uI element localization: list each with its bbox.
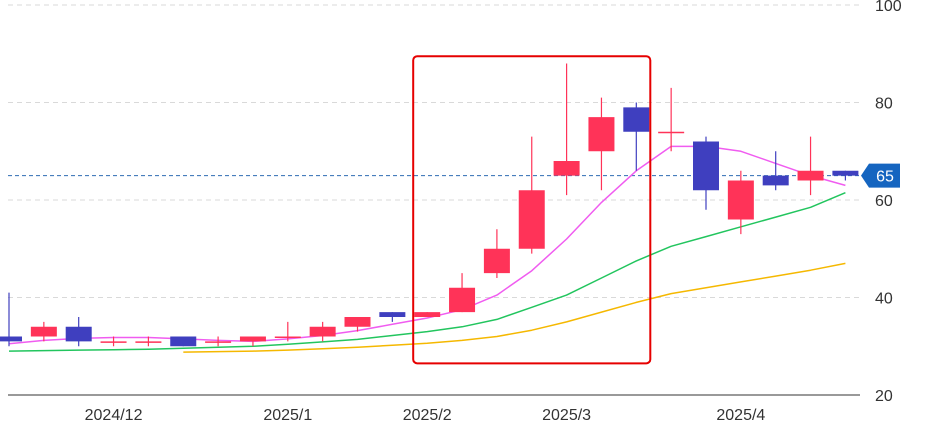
candle-body-19 bbox=[658, 131, 685, 134]
price-badge-shape bbox=[861, 163, 900, 188]
candle-body-17 bbox=[588, 117, 615, 152]
candle-19 bbox=[658, 87, 685, 152]
candle-15 bbox=[518, 136, 545, 254]
current-price-label: 65 bbox=[876, 169, 894, 186]
candle-body-24 bbox=[832, 170, 859, 176]
x-tick-label-2025-3: 2025/3 bbox=[542, 407, 591, 424]
candle-11 bbox=[379, 312, 406, 322]
candle-body-12 bbox=[414, 312, 441, 317]
candle-body-23 bbox=[797, 170, 824, 181]
candle-body-7 bbox=[239, 336, 266, 342]
candle-5 bbox=[170, 336, 197, 347]
candle-body-6 bbox=[205, 341, 232, 343]
candle-body-5 bbox=[170, 336, 197, 347]
candle-body-15 bbox=[518, 190, 545, 249]
ma-line-ma_mid bbox=[8, 192, 846, 352]
candle-body-10 bbox=[344, 317, 371, 327]
candle-body-14 bbox=[483, 248, 510, 274]
candle-body-2 bbox=[65, 326, 92, 342]
candle-21 bbox=[727, 170, 754, 235]
y-tick-label-100: 100 bbox=[875, 0, 902, 15]
candle-24 bbox=[832, 170, 859, 181]
candle-18 bbox=[623, 102, 650, 171]
candle-body-0 bbox=[0, 336, 22, 342]
candle-16 bbox=[553, 63, 580, 196]
current-price-badge: 65 bbox=[861, 163, 900, 188]
candles bbox=[0, 63, 859, 347]
candle-7 bbox=[239, 336, 266, 347]
y-tick-label-20: 20 bbox=[875, 388, 893, 405]
candle-body-13 bbox=[449, 287, 476, 313]
candle-body-22 bbox=[762, 175, 789, 186]
candle-body-3 bbox=[100, 341, 127, 343]
candle-2 bbox=[65, 317, 92, 347]
candle-1 bbox=[30, 321, 57, 342]
candle-12 bbox=[414, 312, 441, 317]
y-tick-label-80: 80 bbox=[875, 96, 893, 113]
candle-10 bbox=[344, 317, 371, 332]
x-tick-label-2024-12: 2024/12 bbox=[85, 407, 143, 424]
candle-body-21 bbox=[727, 180, 754, 220]
y-tick-label-40: 40 bbox=[875, 291, 893, 308]
moving-average-lines bbox=[8, 145, 846, 353]
candle-3 bbox=[100, 336, 127, 347]
candle-body-16 bbox=[553, 161, 580, 176]
candle-14 bbox=[483, 229, 510, 278]
candle-body-4 bbox=[135, 341, 162, 343]
y-tick-label-60: 60 bbox=[875, 193, 893, 210]
candle-22 bbox=[762, 151, 789, 191]
candle-13 bbox=[449, 273, 476, 313]
highlight-rectangle bbox=[412, 55, 652, 365]
axes: 20 40 60 80 100 2024/12 2025/1 2025/2 2025/3 2025… bbox=[8, 0, 902, 424]
x-tick-label-2025-1: 2025/1 bbox=[263, 407, 312, 424]
ma-line-ma_long bbox=[183, 262, 846, 353]
candle-20 bbox=[693, 136, 719, 210]
candle-body-9 bbox=[309, 326, 336, 337]
candle-17 bbox=[588, 97, 615, 191]
candle-8 bbox=[274, 321, 301, 342]
candle-body-1 bbox=[30, 326, 57, 337]
candle-6 bbox=[205, 336, 232, 347]
highlight-box bbox=[412, 55, 652, 365]
candle-body-11 bbox=[379, 312, 406, 317]
x-tick-label-2025-4: 2025/4 bbox=[716, 407, 765, 424]
candle-body-18 bbox=[623, 107, 650, 132]
grid-lines bbox=[8, 4, 860, 298]
x-tick-label-2025-2: 2025/2 bbox=[403, 407, 452, 424]
candle-0 bbox=[0, 292, 22, 347]
candle-4 bbox=[135, 336, 162, 347]
candle-23 bbox=[797, 136, 824, 196]
candle-9 bbox=[309, 321, 336, 342]
candle-body-8 bbox=[274, 336, 301, 338]
candle-body-20 bbox=[693, 141, 719, 191]
